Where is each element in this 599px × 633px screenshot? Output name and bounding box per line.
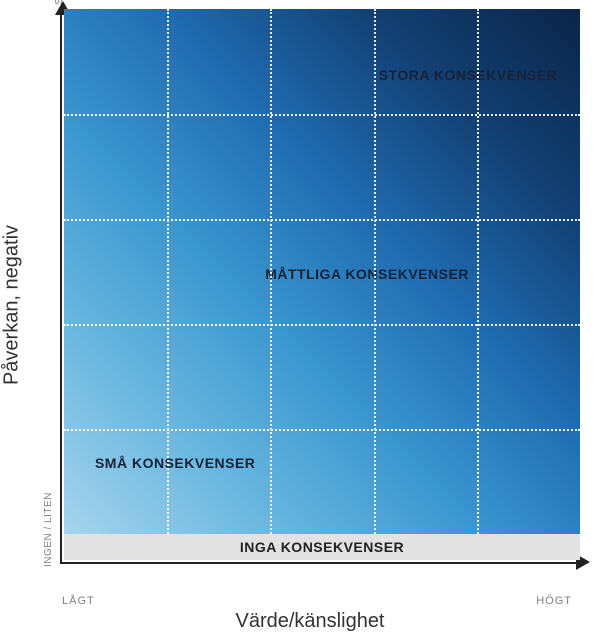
label-inga: INGA KONSEKVENSER — [240, 539, 404, 555]
plot-area: SMÅ KONSEKVENSER MÅTTLIGA KONSEKVENSER S… — [60, 9, 580, 564]
y-tick-low: INGEN / LITEN — [43, 492, 54, 567]
label-sma: SMÅ KONSEKVENSER — [95, 455, 255, 471]
bottom-band: INGA KONSEKVENSER — [64, 534, 580, 560]
x-tick-low: LÅGT — [62, 595, 95, 607]
gradient-area: SMÅ KONSEKVENSER MÅTTLIGA KONSEKVENSER S… — [64, 9, 580, 534]
x-tick-high: HÖGT — [536, 595, 572, 607]
label-mattliga: MÅTTLIGA KONSEKVENSER — [265, 266, 469, 282]
chart-wrapper: Påverkan, negativ Värde/känslighet STOR … — [30, 5, 590, 605]
x-axis-label: Värde/känslighet — [236, 610, 385, 633]
y-axis-label: Påverkan, negativ — [1, 225, 24, 385]
label-stora: STORA KONSEKVENSER — [379, 67, 558, 83]
